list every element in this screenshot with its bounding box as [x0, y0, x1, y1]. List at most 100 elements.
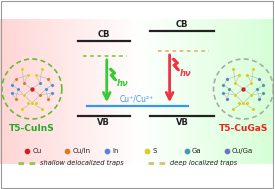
- Bar: [129, 19, 130, 164]
- Bar: [26, 19, 27, 164]
- Text: In: In: [112, 148, 119, 154]
- Bar: [262, 19, 263, 164]
- Bar: [106, 19, 107, 164]
- Bar: [84, 19, 85, 164]
- Text: Ga: Ga: [192, 148, 202, 154]
- Text: shallow delocalized traps: shallow delocalized traps: [40, 160, 124, 166]
- Bar: [178, 19, 180, 164]
- Bar: [67, 19, 68, 164]
- Bar: [40, 19, 41, 164]
- Bar: [210, 19, 211, 164]
- Bar: [151, 19, 152, 164]
- Bar: [158, 19, 159, 164]
- Text: VB: VB: [97, 118, 110, 127]
- Bar: [249, 19, 251, 164]
- Bar: [153, 19, 154, 164]
- Bar: [147, 19, 148, 164]
- Bar: [272, 19, 273, 164]
- Bar: [138, 19, 139, 164]
- Bar: [82, 19, 83, 164]
- Bar: [44, 19, 45, 164]
- Bar: [10, 19, 11, 164]
- Bar: [66, 19, 67, 164]
- Bar: [181, 19, 182, 164]
- Bar: [142, 19, 143, 164]
- Bar: [254, 19, 255, 164]
- Bar: [202, 19, 204, 164]
- Bar: [43, 19, 44, 164]
- Bar: [78, 19, 79, 164]
- Bar: [98, 19, 99, 164]
- Bar: [243, 19, 244, 164]
- Bar: [145, 19, 146, 164]
- Bar: [68, 19, 69, 164]
- Bar: [134, 19, 135, 164]
- Bar: [34, 19, 35, 164]
- Text: T5-CuGaS: T5-CuGaS: [219, 124, 268, 133]
- Bar: [174, 19, 175, 164]
- Bar: [261, 19, 262, 164]
- Bar: [72, 19, 73, 164]
- Bar: [259, 19, 260, 164]
- Bar: [229, 19, 230, 164]
- Bar: [204, 19, 205, 164]
- Bar: [46, 19, 47, 164]
- Bar: [35, 19, 36, 164]
- Bar: [208, 19, 210, 164]
- Bar: [227, 19, 229, 164]
- Bar: [110, 19, 111, 164]
- Bar: [213, 19, 214, 164]
- Bar: [41, 19, 42, 164]
- Bar: [97, 19, 98, 164]
- Bar: [89, 19, 90, 164]
- Bar: [172, 19, 173, 164]
- Bar: [58, 19, 59, 164]
- Bar: [140, 19, 141, 164]
- Bar: [42, 19, 43, 164]
- Bar: [0, 19, 1, 164]
- Bar: [194, 19, 196, 164]
- Bar: [162, 19, 163, 164]
- Bar: [4, 19, 5, 164]
- Bar: [115, 19, 116, 164]
- Bar: [135, 19, 136, 164]
- Bar: [48, 19, 49, 164]
- Bar: [105, 19, 106, 164]
- Bar: [238, 19, 240, 164]
- Bar: [258, 19, 259, 164]
- Bar: [87, 19, 88, 164]
- Bar: [61, 19, 62, 164]
- Bar: [112, 19, 113, 164]
- Bar: [8, 19, 9, 164]
- Bar: [74, 19, 75, 164]
- Bar: [51, 19, 52, 164]
- Bar: [136, 19, 137, 164]
- Bar: [175, 19, 177, 164]
- Bar: [183, 19, 185, 164]
- Bar: [214, 19, 216, 164]
- Bar: [241, 19, 243, 164]
- Bar: [136, 19, 137, 164]
- Bar: [200, 19, 202, 164]
- Bar: [122, 19, 123, 164]
- Bar: [11, 19, 12, 164]
- Bar: [88, 19, 89, 164]
- Bar: [232, 19, 233, 164]
- Bar: [182, 19, 183, 164]
- Bar: [123, 19, 124, 164]
- Bar: [13, 19, 14, 164]
- Polygon shape: [109, 69, 116, 80]
- Bar: [135, 19, 136, 164]
- Bar: [103, 19, 104, 164]
- Bar: [124, 19, 125, 164]
- Text: hν: hν: [180, 68, 191, 77]
- Bar: [197, 19, 199, 164]
- Bar: [133, 19, 134, 164]
- Bar: [96, 19, 97, 164]
- Bar: [1, 19, 2, 164]
- Bar: [3, 19, 4, 164]
- Bar: [55, 19, 56, 164]
- Bar: [91, 19, 92, 164]
- Bar: [109, 19, 110, 164]
- Bar: [53, 19, 54, 164]
